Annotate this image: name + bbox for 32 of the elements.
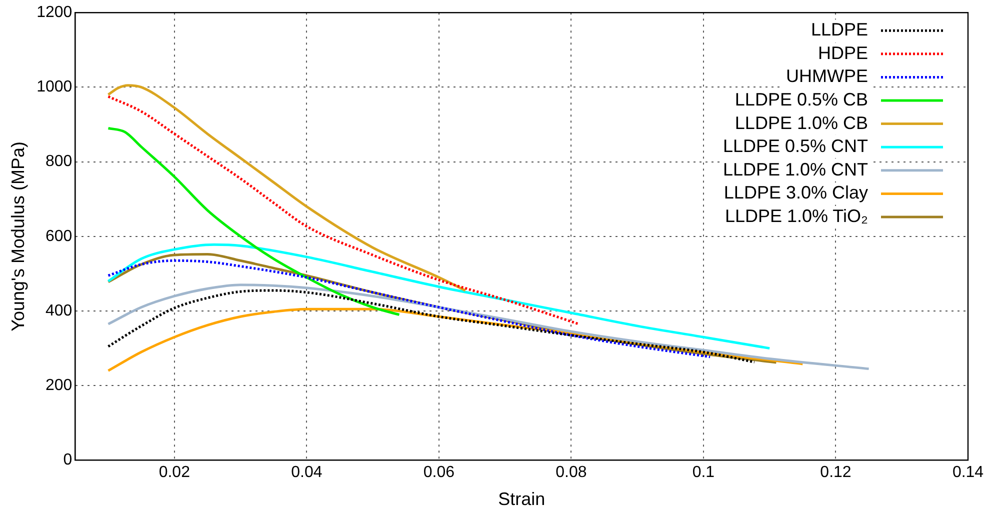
x-tick-label: 0.12 xyxy=(820,464,852,482)
line-series xyxy=(107,259,712,358)
legend-label: LLDPE 0.5% CNT xyxy=(722,136,868,156)
line-series xyxy=(107,84,467,292)
line-series xyxy=(107,95,580,325)
x-tick-label: 0.08 xyxy=(556,464,587,482)
y-tick-label: 200 xyxy=(45,377,72,394)
line-series xyxy=(107,289,756,364)
line-series xyxy=(107,126,400,316)
line-series xyxy=(107,284,870,370)
y-tick-label: 800 xyxy=(45,153,72,170)
legend-label: UHMWPE xyxy=(786,66,868,86)
x-tick-label: 0.1 xyxy=(692,464,715,482)
x-tick-label: 0.14 xyxy=(952,464,984,482)
y-tick-label: 1000 xyxy=(36,78,72,96)
x-tick-label: 0.02 xyxy=(158,464,190,482)
legend-label: HDPE xyxy=(818,42,868,63)
x-axis-title: Strain xyxy=(498,489,546,510)
line-series xyxy=(107,243,771,350)
y-tick-label: 1200 xyxy=(36,4,72,22)
y-tick-label: 0 xyxy=(63,452,72,469)
legend-label: LLDPE 1.0% CB xyxy=(734,112,868,133)
y-axis-title: Young's Modulus (MPa) xyxy=(8,141,28,332)
legend-label: LLDPE xyxy=(810,20,868,40)
y-tick-label: 600 xyxy=(45,228,72,245)
legend-label: LLDPE 0.5% CB xyxy=(734,89,868,110)
legend-label: LLDPE 3.0% Clay xyxy=(724,182,868,203)
x-tick-label: 0.04 xyxy=(291,464,322,482)
x-tick-label: 0.06 xyxy=(423,464,455,482)
legend-label: LLDPE 1.0% TiO₂ xyxy=(724,206,868,226)
y-tick-label: 400 xyxy=(45,302,72,320)
legend-label: LLDPE 1.0% CNT xyxy=(722,159,868,180)
